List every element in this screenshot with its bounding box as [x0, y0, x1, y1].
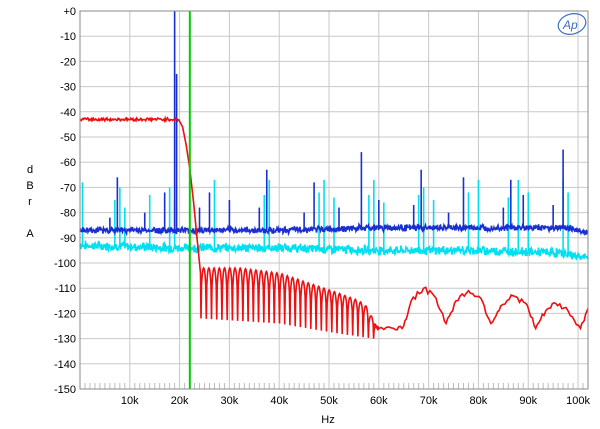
y-tick-label-0: +0: [63, 6, 76, 18]
y-label-part-1: B: [26, 180, 33, 192]
x-tick-label-1: 20k: [171, 395, 189, 407]
y-label-part-0: d: [27, 164, 33, 176]
x-tick-label-7: 80k: [470, 395, 488, 407]
x-axis-label: Hz: [321, 414, 334, 426]
series-2-trace: [79, 115, 589, 339]
x-tick-labels: 10k 20k 30k 40k 50k 60k 70k 80k 90k 100k: [121, 395, 591, 407]
y-tick-label-9: -90: [60, 233, 76, 245]
y-tick-label-14: -140: [54, 359, 76, 371]
y-tick-label-10: -100: [54, 258, 76, 270]
y-label-part-4: A: [26, 228, 34, 240]
svg-text:Ap: Ap: [562, 18, 578, 32]
y-axis-label: dBr A: [26, 164, 34, 240]
series-group: [79, 11, 589, 339]
x-tick-label-8: 90k: [519, 395, 537, 407]
y-tick-label-12: -120: [54, 308, 76, 320]
y-tick-label-3: -30: [60, 82, 76, 94]
x-tick-label-4: 50k: [320, 395, 338, 407]
y-tick-label-5: -50: [60, 132, 76, 144]
x-tick-label-6: 70k: [420, 395, 438, 407]
y-tick-label-15: -150: [54, 384, 76, 396]
y-tick-label-8: -80: [60, 208, 76, 220]
x-tick-label-5: 60k: [370, 395, 388, 407]
y-tick-label-6: -60: [60, 157, 76, 169]
x-tick-label-3: 40k: [270, 395, 288, 407]
y-tick-label-11: -110: [55, 283, 76, 295]
plot-frame: [79, 10, 589, 390]
y-tick-label-7: -70: [60, 182, 76, 194]
y-tick-label-4: -40: [60, 107, 76, 119]
y-tick-label-1: -10: [60, 31, 76, 43]
y-label-part-2: r: [28, 196, 32, 208]
y-tick-label-2: -20: [60, 56, 76, 68]
x-tick-label-0: 10k: [121, 395, 139, 407]
y-tick-labels: +0 -10 -20 -30 -40 -50 -60 -70 -80 -90 -100 -110 -12…: [54, 6, 76, 396]
x-tick-label-2: 30k: [221, 395, 239, 407]
ap-logo: Ap: [557, 13, 587, 35]
y-tick-label-13: -130: [54, 334, 76, 346]
x-tick-label-9: 100k: [566, 395, 590, 407]
